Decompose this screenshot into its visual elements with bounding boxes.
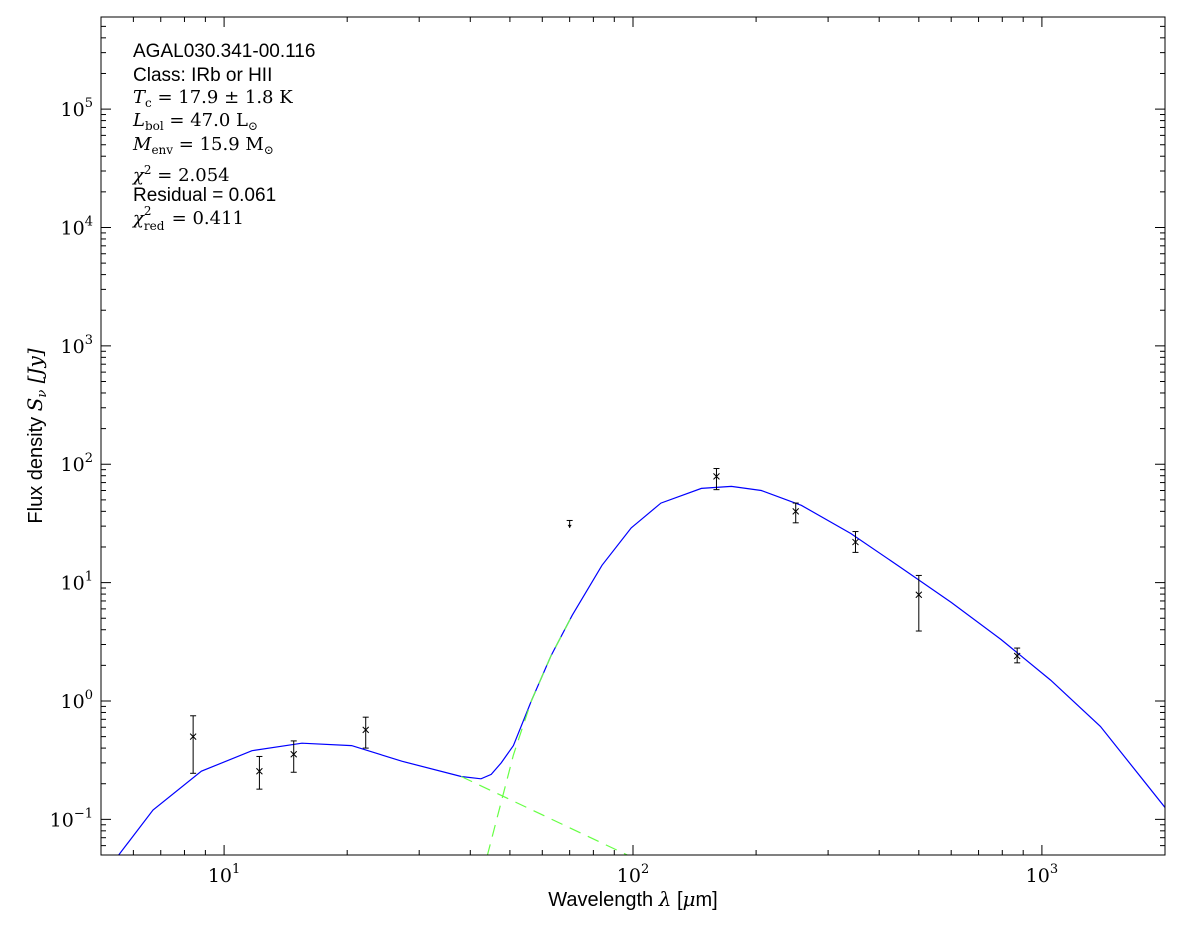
x-tick-label: 103 — [1026, 862, 1058, 887]
data-point — [189, 715, 197, 774]
point-marker — [915, 591, 923, 599]
data-point — [915, 574, 923, 632]
data-point — [852, 531, 859, 553]
y-tick-label: 101 — [61, 570, 93, 595]
class-label: Class: IRb or HII — [133, 65, 273, 86]
data-point — [713, 468, 720, 491]
point-marker — [362, 726, 370, 734]
chi2-annotation: χ2 = 2.054 — [133, 163, 230, 186]
temperature-annotation: Tc = 17.9 ± 1.8 K — [133, 87, 293, 110]
point-marker — [1013, 652, 1021, 660]
data-point — [256, 755, 263, 790]
data-point — [290, 740, 298, 773]
y-tick-label: 10−1 — [50, 806, 93, 831]
point-marker — [290, 750, 298, 758]
model-curves — [117, 485, 1165, 855]
data-point — [792, 502, 800, 524]
mass-annotation: Menv = 15.9 M⊙ — [133, 134, 274, 157]
point-marker — [792, 507, 800, 515]
tick-labels: 101 102 103 10−1 100 101 102 103 104 105 — [50, 96, 1059, 887]
y-tick-label: 105 — [61, 96, 93, 121]
axis-ticks — [100, 16, 1166, 856]
data-points — [189, 468, 1021, 790]
x-axis-label: Wavelength λ [μm] — [548, 887, 717, 911]
upper-limit — [566, 519, 573, 528]
luminosity-annotation: Lbol = 47.0 L⊙ — [133, 110, 259, 133]
y-axis-label: Flux density Sν [Jy] — [23, 348, 50, 523]
y-tick-label: 100 — [61, 688, 93, 713]
data-point — [1013, 647, 1021, 664]
y-tick-label: 102 — [61, 451, 93, 476]
total-fit-curve — [117, 485, 1165, 855]
point-marker — [852, 538, 859, 546]
point-marker — [713, 473, 720, 480]
reduced-chi2-annotation: χ 2 red = 0.411 — [133, 204, 244, 233]
data-point — [362, 716, 370, 749]
residual-annotation: Residual = 0.061 — [133, 185, 277, 206]
plot-frame — [100, 16, 1166, 856]
down-arrow-icon — [567, 524, 572, 528]
component-curve — [486, 615, 573, 855]
source-name: AGAL030.341-00.116 — [133, 41, 316, 62]
component-curve — [460, 775, 629, 855]
y-tick-label: 103 — [61, 333, 93, 358]
x-tick-label: 102 — [617, 862, 649, 887]
point-marker — [189, 733, 197, 740]
y-tick-label: 104 — [61, 214, 93, 239]
x-tick-label: 101 — [208, 862, 240, 887]
point-marker — [256, 767, 263, 775]
